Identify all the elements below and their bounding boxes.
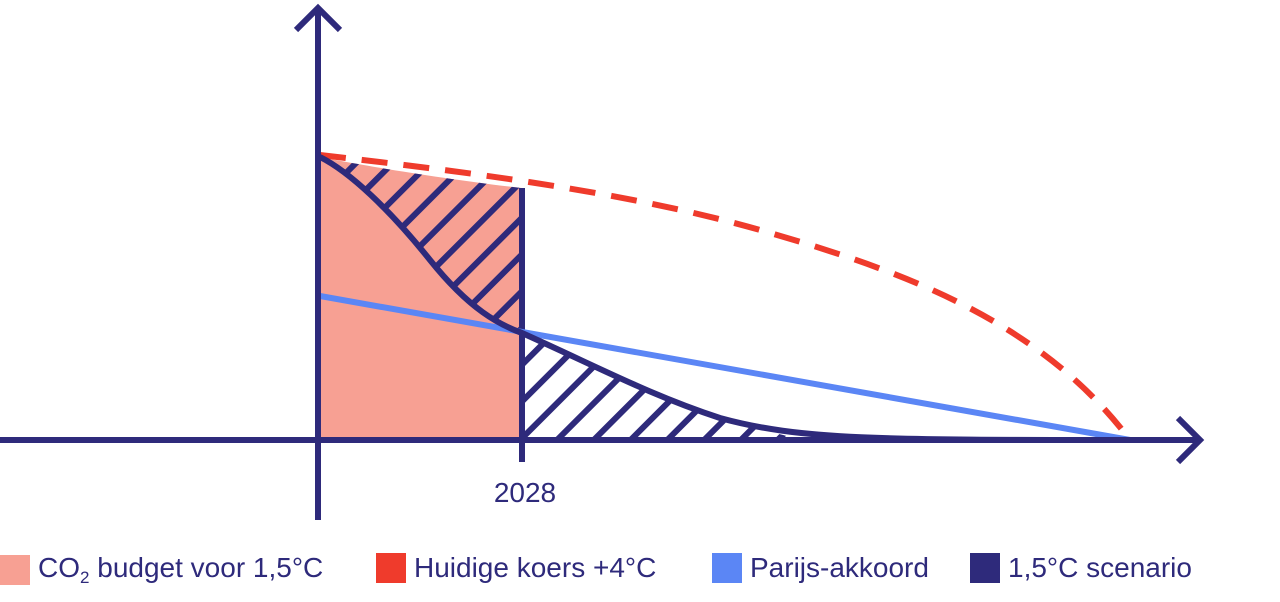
legend-swatch-1-5c-scenario [970,553,1000,583]
legend-label-parijs-akkoord: Parijs-akkoord [750,552,929,583]
legend-swatch-huidige-koers [376,553,406,583]
line-huidige-koers [319,152,1133,442]
legend-swatch-co2-budget [0,555,30,585]
legend-label-huidige-koers: Huidige koers +4°C [414,552,657,583]
legend-item-parijs-akkoord: Parijs-akkoord [712,552,929,584]
x-axis-arrowhead [1175,415,1205,465]
legend-item-co2-budget: CO2 budget voor 1,5°C [0,552,323,588]
legend-item-1-5c-scenario: 1,5°C scenario [970,552,1192,584]
legend: CO2 budget voor 1,5°C Huidige koers +4°C… [0,548,1280,594]
legend-label-co2-budget: CO2 budget voor 1,5°C [38,552,324,587]
co2-budget-area [320,157,522,440]
y-axis-arrowhead [293,3,343,33]
legend-swatch-parijs-akkoord [712,553,742,583]
line-parijs-akkoord [319,293,1131,443]
legend-item-huidige-koers: Huidige koers +4°C [376,552,656,584]
legend-label-1-5c-scenario: 1,5°C scenario [1008,552,1192,583]
chart: 2028 [0,3,1205,520]
x-tick-label-2028: 2028 [494,477,556,508]
